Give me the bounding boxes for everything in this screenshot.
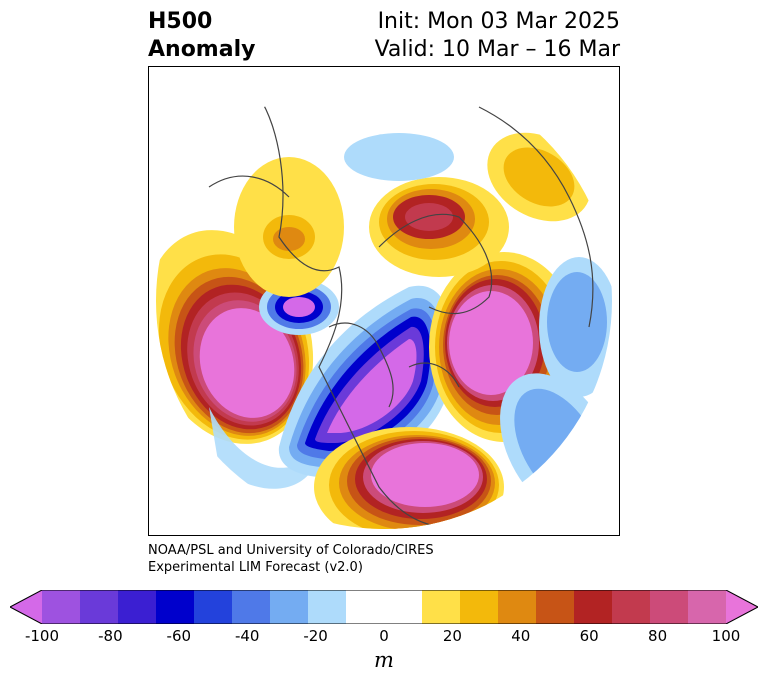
forecast-dates: Init: Mon 03 Mar 2025 Valid: 10 Mar – 16… — [375, 8, 620, 64]
colorbar-cell — [422, 590, 461, 624]
colorbar-cell — [688, 590, 727, 624]
title-variable: H500 — [148, 9, 213, 34]
title-type: Anomaly — [148, 37, 256, 62]
colorbar-tick-label: 60 — [579, 627, 599, 645]
map-title: H500 Anomaly — [148, 8, 255, 64]
colorbar-cell — [536, 590, 575, 624]
colorbar-cell — [384, 590, 423, 624]
colorbar-cell — [460, 590, 499, 624]
colorbar-cell — [156, 590, 195, 624]
colorbar-cell — [498, 590, 537, 624]
colorbar-cell — [346, 590, 385, 624]
colorbar-tick-label: 0 — [379, 627, 389, 645]
colorbar-tick-label: -20 — [303, 627, 328, 645]
pacific-positive-anomaly — [156, 230, 314, 444]
credit-line-1: NOAA/PSL and University of Colorado/CIRE… — [148, 543, 434, 558]
colorbar-extend-low — [10, 590, 42, 624]
north-america-negative-anomaly — [259, 279, 453, 477]
colorbar-tick-label: 20 — [442, 627, 462, 645]
colorbar-tick-label: 80 — [648, 627, 668, 645]
colorbar-cell — [650, 590, 689, 624]
arctic-negative-anomaly — [344, 133, 454, 181]
coastlines — [208, 96, 594, 528]
anomaly-map — [156, 96, 612, 529]
colorbar-cell — [232, 590, 271, 624]
colorbar-extend-high — [726, 590, 758, 624]
colorbar-cell — [80, 590, 119, 624]
colorbar-tick-label: 40 — [511, 627, 531, 645]
colorbar — [10, 590, 758, 624]
colorbar-cell — [42, 590, 81, 624]
eurasia-positive-anomaly — [234, 132, 591, 297]
colorbar-cell — [574, 590, 613, 624]
credit-line-2: Experimental LIM Forecast (v2.0) — [148, 560, 363, 575]
credit-text: NOAA/PSL and University of Colorado/CIRE… — [148, 542, 434, 576]
init-date: Init: Mon 03 Mar 2025 — [377, 9, 620, 34]
colorbar-tick-label: 100 — [711, 627, 741, 645]
colorbar-cell — [612, 590, 651, 624]
map-panel — [148, 66, 620, 536]
colorbar-cell — [308, 590, 347, 624]
colorbar-cell — [118, 590, 157, 624]
colorbar-tick-label: -100 — [24, 627, 60, 645]
colorbar-cell — [270, 590, 309, 624]
colorbar-tick-label: -40 — [234, 627, 260, 645]
valid-range: Valid: 10 Mar – 16 Mar — [374, 37, 620, 62]
colorbar-tick-label: -80 — [98, 627, 123, 645]
colorbar-tick-label: -60 — [166, 627, 192, 645]
colorbar-unit: m — [374, 648, 394, 672]
eastern-us-positive-anomaly — [314, 427, 504, 529]
colorbar-tick-labels: -100 -80 -60 -40 -20 0 20 40 60 80 100 — [0, 627, 768, 647]
colorbar-cell — [194, 590, 233, 624]
